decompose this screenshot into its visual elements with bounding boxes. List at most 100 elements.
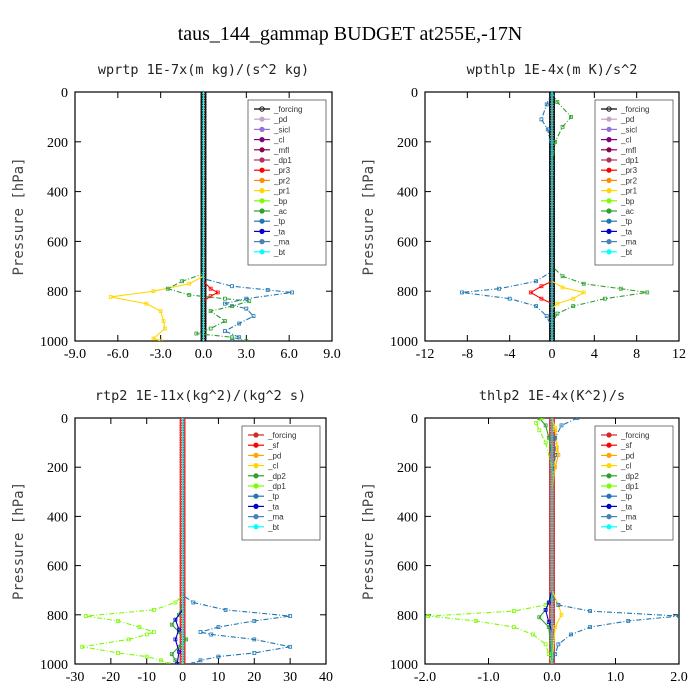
x-tick-label: 0 (179, 670, 186, 685)
series-marker (187, 281, 192, 286)
series-marker (223, 319, 227, 323)
legend-label: _sf (620, 441, 632, 450)
series-marker (553, 435, 558, 440)
x-tick-label: 6.0 (280, 347, 298, 362)
series-marker (208, 326, 213, 331)
series-marker (223, 329, 227, 333)
chart-title: thlp2 1E-4x(K^2)/s (479, 388, 625, 404)
series-marker (173, 600, 178, 605)
series-marker (198, 658, 203, 663)
series-marker (247, 299, 252, 304)
x-tick-label: 0.0 (543, 670, 561, 685)
legend-label: _pd (620, 451, 634, 460)
series-marker (161, 319, 166, 323)
series-marker (177, 627, 181, 632)
series-marker (531, 632, 535, 637)
series-marker (581, 281, 586, 286)
series-marker (208, 286, 213, 291)
legend-marker (259, 147, 265, 153)
series-marker (288, 614, 293, 618)
legend-label: _ac (620, 207, 634, 216)
legend-marker (606, 442, 612, 448)
chart-panel-3: rtp2 1E-11x(kg^2)/(kg^2 s) Pressure [hPa]… (11, 388, 333, 685)
series-marker (555, 311, 560, 316)
series-marker (588, 609, 592, 614)
y-tick-label: 800 (47, 285, 68, 300)
legend: _forcing_sf_pd _cl_dp2_dp1_tp_ta _ma_bt (241, 425, 321, 541)
series-marker (677, 614, 679, 618)
y-tick-label: 800 (397, 609, 418, 624)
legend-label: _cl (620, 136, 631, 145)
series-marker (537, 615, 542, 620)
y-tick-label: 400 (397, 510, 418, 525)
series-marker (158, 309, 163, 314)
series-marker (177, 612, 181, 617)
series-marker (108, 295, 113, 299)
series-marker (553, 452, 558, 457)
legend-marker (259, 188, 265, 194)
legend-label: _sicl (273, 125, 290, 134)
series-marker (216, 625, 221, 629)
x-tick-label: -4 (504, 347, 516, 362)
series-marker (175, 662, 180, 664)
series-marker (151, 289, 156, 294)
legend-label: _pd (620, 115, 634, 124)
legend-marker (253, 473, 259, 479)
series-marker (556, 603, 561, 607)
series-marker (194, 331, 199, 336)
series-line (428, 418, 553, 664)
series-marker (251, 314, 256, 319)
series-marker (553, 139, 558, 144)
y-tick-label: 200 (47, 136, 68, 151)
series-marker (244, 306, 249, 311)
legend-label: _tp (620, 492, 633, 501)
series-marker (144, 654, 149, 659)
legend-marker (606, 249, 612, 255)
legend: _forcing_sf_pd _cl_dp2_dp1_tp_ta _ma_bt (594, 425, 674, 541)
legend-marker (259, 228, 265, 234)
series-marker (169, 622, 174, 627)
y-tick-label: 0 (61, 412, 68, 427)
legend-marker (606, 228, 612, 234)
series-marker (223, 301, 227, 306)
series-marker (512, 625, 516, 629)
legend-label: _tp (267, 492, 280, 501)
chart-panel-1: wprtp 1E-7x(m kg)/(s^2 kg) Pressure [hPa]… (11, 62, 341, 362)
y-tick-label: 1000 (40, 335, 68, 350)
legend-marker (606, 157, 612, 163)
series-marker (230, 335, 234, 340)
legend-marker (259, 249, 265, 255)
series-marker (191, 662, 196, 664)
legend-label: _pd (267, 451, 281, 460)
series-marker (546, 652, 551, 657)
legend-label: _sf (267, 441, 279, 450)
legend-label: _pr2 (273, 176, 291, 185)
x-tick-label: -8 (461, 347, 473, 362)
series-marker (244, 296, 249, 301)
series-marker (559, 612, 564, 617)
series-marker (151, 607, 156, 612)
series-marker (543, 642, 548, 647)
legend-marker (606, 493, 612, 499)
legend-marker (606, 198, 612, 204)
series-marker (163, 326, 167, 331)
series-line (202, 92, 293, 341)
series-group (108, 92, 294, 341)
legend-label: _tp (620, 217, 633, 226)
series-marker (645, 290, 650, 295)
y-tick-label: 0 (411, 412, 418, 427)
series-marker (215, 290, 220, 295)
legend-label: _forcing (620, 105, 649, 114)
legend-marker (606, 239, 612, 245)
series-marker (151, 630, 156, 634)
series-marker (191, 600, 196, 605)
x-tick-label: -2.0 (414, 670, 436, 685)
legend-marker (253, 452, 259, 458)
legend-label: _ma (273, 238, 290, 247)
x-tick-label: 10 (211, 670, 225, 685)
legend-label: _ta (620, 227, 633, 236)
plot-frame (74, 417, 327, 665)
series-marker (560, 274, 565, 279)
y-axis-label: Pressure [hPa] (11, 157, 27, 275)
series-marker (537, 418, 542, 420)
